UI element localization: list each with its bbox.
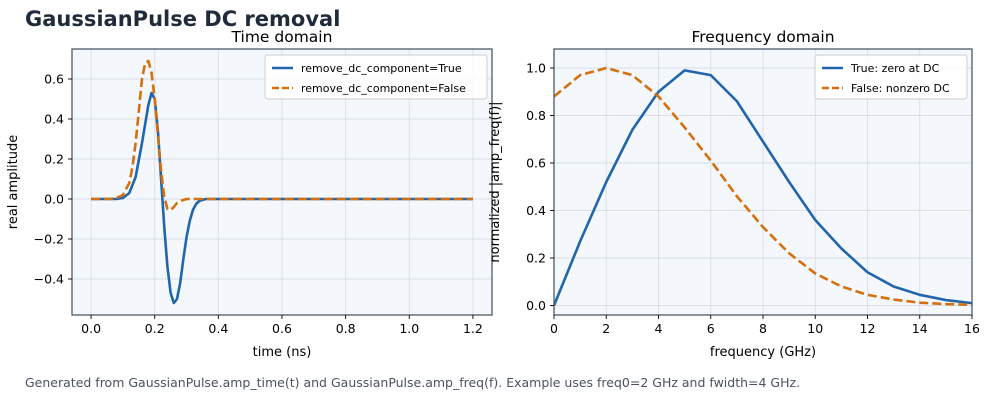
freq-y-tick-label: 0.8 [526, 108, 546, 123]
freq-panel-title: Frequency domain [691, 28, 834, 46]
time-y-axis-label: real amplitude [6, 135, 21, 229]
frequency-domain-panel: 0 2 4 6 8 10 12 14 16 0.0 0.2 0.4 0.6 0.8 1.0 Frequency… [488, 28, 980, 360]
time-panel-title: Time domain [231, 28, 333, 46]
freq-series-line-true [554, 69, 972, 306]
freq-x-tick-label: 2 [602, 321, 610, 336]
freq-y-tick-label: 1.0 [526, 61, 546, 76]
time-domain-panel: 0.0 0.2 0.4 0.6 0.8 1.0 1.2 −0.4 −0.2 0.0 0.2 0.4 0.… [6, 28, 493, 360]
freq-legend-label: False: nonzero DC [851, 82, 950, 95]
time-y-tick-label: 0.6 [44, 72, 64, 87]
freq-x-tick-label: 14 [912, 321, 928, 336]
freq-x-tick-label: 4 [655, 321, 663, 336]
freq-y-tick-label: 0.6 [526, 156, 546, 171]
freq-y-tick-label: 0.0 [526, 298, 546, 313]
time-x-tick-label: 1.2 [463, 321, 483, 336]
figure-caption: Generated from GaussianPulse.amp_time(t)… [25, 375, 800, 390]
freq-x-tick-label: 6 [707, 321, 715, 336]
figure-title: GaussianPulse DC removal [25, 7, 340, 31]
time-x-tick-label: 0.2 [145, 321, 165, 336]
time-y-tick-label: 0.2 [44, 152, 64, 167]
time-legend-box [264, 54, 488, 100]
time-series-group [91, 59, 473, 305]
freq-x-tick-label: 8 [759, 321, 767, 336]
time-y-tick-label: 0.4 [44, 112, 64, 127]
freq-y-tick-label: 0.2 [526, 251, 546, 266]
time-x-tick-label: 0.0 [81, 321, 101, 336]
freq-y-tick-label: 0.4 [526, 203, 546, 218]
time-series-line-true [91, 91, 473, 305]
time-y-tick-label: −0.4 [34, 272, 64, 287]
freq-x-axis-label: frequency (GHz) [710, 345, 816, 360]
time-series-line-false [91, 59, 473, 212]
time-legend: remove_dc_component=True remove_dc_compon… [264, 54, 488, 100]
freq-x-tick-label: 12 [860, 321, 876, 336]
time-legend-label: remove_dc_component=False [301, 82, 466, 95]
time-x-tick-label: 0.8 [336, 321, 356, 336]
freq-x-tick-label: 10 [807, 321, 823, 336]
freq-x-tick-label: 0 [550, 321, 558, 336]
time-x-tick-label: 0.6 [272, 321, 292, 336]
time-y-tick-label: 0.0 [44, 192, 64, 207]
freq-series-group [554, 66, 972, 307]
freq-legend-label: True: zero at DC [850, 62, 940, 75]
freq-series-line-false [554, 66, 972, 307]
freq-legend: True: zero at DC False: nonzero DC [814, 54, 968, 100]
freq-y-axis-label: normalized |amp_freq(f)| [488, 101, 503, 262]
time-x-axis-label: time (ns) [253, 345, 312, 360]
time-x-tick-label: 0.4 [208, 321, 228, 336]
time-y-tick-label: −0.2 [34, 232, 64, 247]
freq-x-tick-label: 16 [964, 321, 980, 336]
freq-legend-box [814, 54, 968, 100]
time-legend-label: remove_dc_component=True [301, 62, 462, 75]
time-x-tick-label: 1.0 [399, 321, 419, 336]
